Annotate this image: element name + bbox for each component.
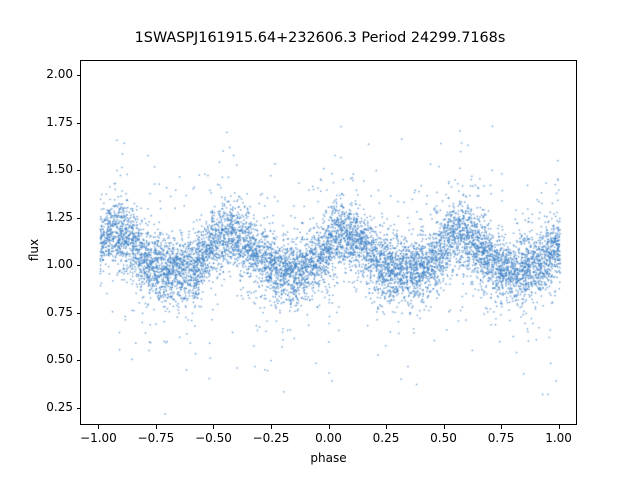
y-tick-mark [76,170,80,172]
x-tick-label: −1.00 [80,431,117,445]
x-tick-label: −0.50 [195,431,232,445]
y-tick-mark [76,360,80,362]
y-tick-label: 1.50 [46,162,73,177]
y-axis-label: flux [27,238,41,261]
y-tick-label: 0.50 [46,352,73,367]
x-tick-mark [155,425,157,429]
y-tick-label: 0.25 [46,399,73,414]
plot-area [80,60,577,425]
x-tick-mark [213,425,215,429]
x-tick-label: 0.00 [315,431,342,445]
chart-title: 1SWASPJ161915.64+232606.3 Period 24299.7… [134,30,506,46]
y-tick-mark [76,312,80,314]
scatter-points-layer [81,61,576,424]
x-tick-label: −0.75 [137,431,175,445]
x-tick-mark [386,425,388,429]
x-tick-label: 0.75 [487,431,515,445]
x-tick-mark [558,425,560,429]
x-tick-label: 1.00 [545,431,572,445]
y-tick-label: 2.00 [46,67,73,82]
x-tick-mark [443,425,445,429]
y-tick-mark [76,217,80,219]
x-tick-mark [270,425,272,429]
x-tick-label: 0.25 [372,431,400,445]
x-tick-label: 0.50 [430,431,457,445]
y-tick-mark [76,75,80,77]
y-tick-label: 0.75 [46,304,73,319]
x-tick-mark [328,425,330,429]
x-tick-label: −0.25 [252,431,290,445]
y-tick-label: 1.75 [46,114,73,129]
y-tick-mark [76,122,80,124]
y-tick-mark [76,407,80,409]
x-tick-mark [98,425,100,429]
y-tick-label: 1.25 [46,209,73,224]
x-tick-mark [501,425,503,429]
x-axis-label: phase [310,451,347,465]
y-tick-label: 1.00 [46,257,73,272]
y-tick-mark [76,265,80,267]
